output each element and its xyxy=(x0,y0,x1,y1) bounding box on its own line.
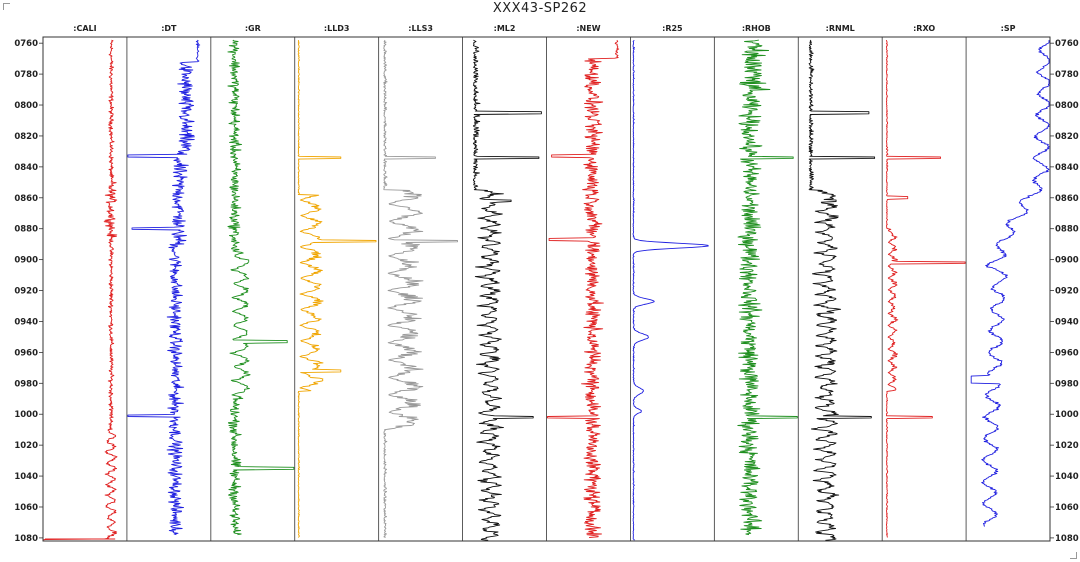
series-line-sp xyxy=(970,40,1050,527)
depth-tick-label-left: 1040 xyxy=(14,472,38,482)
depth-tick-label-right: 0980 xyxy=(1055,379,1079,389)
depth-tick-label-left: 0820 xyxy=(14,132,38,142)
series-line-new xyxy=(547,39,620,538)
frame-corner-top-left xyxy=(3,3,10,10)
depth-tick-label-right: 0960 xyxy=(1055,348,1079,358)
track-header-new: :NEW xyxy=(576,24,600,33)
depth-tick-label-right: 0800 xyxy=(1055,101,1079,111)
series-line-rhob xyxy=(737,39,798,536)
track-header-rhob: :RHOB xyxy=(742,24,771,33)
track-header-dt: :DT xyxy=(161,24,177,33)
depth-tick-label-left: 0980 xyxy=(14,379,38,389)
depth-tick-label-right: 0880 xyxy=(1055,225,1079,235)
depth-tick-label-right: 0860 xyxy=(1055,194,1079,204)
chart-title: XXX43-SP262 xyxy=(492,1,588,16)
series-line-dt xyxy=(127,39,201,536)
track-header-gr: :GR xyxy=(245,24,261,33)
depth-tick-label-left: 0880 xyxy=(14,225,38,235)
track-header-r25: :R25 xyxy=(662,24,683,33)
track-header-lld3: :LLD3 xyxy=(324,24,350,33)
depth-tick-label-left: 0780 xyxy=(14,70,38,80)
plot-frame xyxy=(42,36,1051,542)
depth-tick-label-left: 0960 xyxy=(14,348,38,358)
depth-tick-label-left: 0800 xyxy=(14,101,38,111)
series-line-ml2 xyxy=(472,39,542,541)
depth-tick-label-right: 0920 xyxy=(1055,287,1079,297)
track-header-rnml: :RNML xyxy=(826,24,855,33)
depth-tick-label-right: 1080 xyxy=(1055,534,1079,544)
series-line-cali xyxy=(43,39,118,541)
track-header-cali: :CALI xyxy=(73,24,96,33)
depth-tick-label-right: 0780 xyxy=(1055,70,1079,80)
depth-tick-label-left: 0840 xyxy=(14,163,38,173)
depth-tick-label-right: 0760 xyxy=(1055,39,1079,49)
series-line-lls3 xyxy=(383,39,458,538)
depth-tick-label-right: 1000 xyxy=(1055,410,1079,420)
frame-corner-bottom-right xyxy=(1070,552,1077,559)
depth-tick-label-right: 1040 xyxy=(1055,472,1079,482)
depth-tick-label-right: 0940 xyxy=(1055,317,1079,327)
series-line-r25 xyxy=(632,39,709,541)
track-header-ml2: :ML2 xyxy=(494,24,516,33)
series-line-rnml xyxy=(808,39,876,541)
depth-tick-label-left: 0920 xyxy=(14,287,38,297)
depth-tick-label-left: 0860 xyxy=(14,194,38,204)
depth-tick-label-left: 1000 xyxy=(14,410,38,420)
depth-tick-label-left: 1080 xyxy=(14,534,38,544)
depth-tick-label-right: 0820 xyxy=(1055,132,1079,142)
depth-tick-label-left: 0760 xyxy=(14,39,38,49)
depth-tick-label-right: 0840 xyxy=(1055,163,1079,173)
track-header-sp: :SP xyxy=(1001,24,1016,33)
depth-tick-label-right: 1020 xyxy=(1055,441,1079,451)
track-header-lls3: :LLS3 xyxy=(408,24,433,33)
depth-tick-label-right: 0900 xyxy=(1055,256,1079,266)
track-header-rxo: :RXO xyxy=(913,24,935,33)
depth-tick-label-left: 1020 xyxy=(14,441,38,451)
series-line-lld3 xyxy=(297,40,377,538)
depth-tick-label-left: 0940 xyxy=(14,317,38,327)
depth-tick-label-left: 0900 xyxy=(14,256,38,266)
series-line-gr xyxy=(227,39,295,536)
depth-tick-label-right: 1060 xyxy=(1055,503,1079,513)
depth-tick-label-left: 1060 xyxy=(14,503,38,513)
series-line-rxo xyxy=(885,40,966,538)
